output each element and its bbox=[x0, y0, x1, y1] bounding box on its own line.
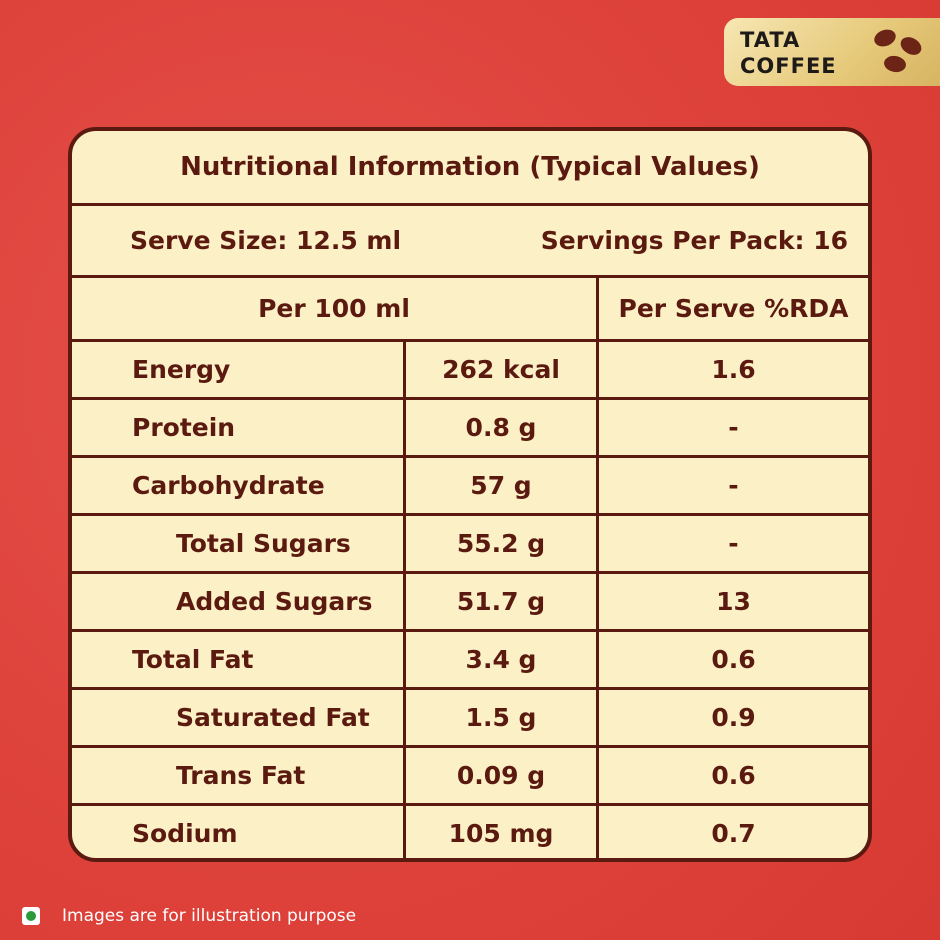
header-row: Per 100 ml Per Serve %RDA bbox=[72, 275, 868, 339]
rda: 0.6 bbox=[711, 645, 756, 674]
nutrient-row: Protein 0.8 g - bbox=[72, 397, 868, 455]
nutrient-name: Sodium bbox=[72, 806, 406, 858]
header-cell: Per 100 ml bbox=[72, 278, 599, 339]
per-100ml: 51.7 g bbox=[406, 574, 599, 629]
servings-per-pack: Servings Per Pack: 16 bbox=[540, 226, 848, 255]
rda: - bbox=[728, 529, 739, 558]
rda: 0.6 bbox=[711, 761, 756, 790]
coffee-bean bbox=[897, 33, 925, 59]
footer-note: Images are for illustration purpose bbox=[62, 906, 357, 926]
nutrient-row: Saturated Fat 1.5 g 0.9 bbox=[72, 687, 868, 745]
nutrient-name: Carbohydrate bbox=[72, 458, 406, 513]
rda: 0.7 bbox=[711, 819, 756, 848]
table-title: Nutritional Information (Typical Values) bbox=[180, 152, 760, 182]
per-100ml: 105 mg bbox=[406, 806, 599, 858]
per-100ml: 1.5 g bbox=[406, 690, 599, 745]
rda: - bbox=[728, 471, 739, 500]
logo-text: COFFEE bbox=[740, 54, 837, 78]
serve-row: Serve Size: 12.5 ml Servings Per Pack: 16 bbox=[72, 203, 868, 275]
per-100ml: 57 g bbox=[406, 458, 599, 513]
nutrient-row: Total Sugars 55.2 g - bbox=[72, 513, 868, 571]
logo: TATA COFFEE bbox=[724, 18, 940, 86]
nutrient-name: Trans Fat bbox=[72, 748, 406, 803]
coffee-bean bbox=[871, 26, 899, 50]
serve-size: Serve Size: 12.5 ml bbox=[130, 226, 402, 255]
nutrient-row: Energy 262 kcal 1.6 bbox=[72, 339, 868, 397]
per-100ml: 3.4 g bbox=[406, 632, 599, 687]
title-row: Nutritional Information (Typical Values) bbox=[72, 131, 868, 203]
nutrient-row: Trans Fat 0.09 g 0.6 bbox=[72, 745, 868, 803]
per-100ml: 262 kcal bbox=[406, 342, 599, 397]
nutrient-name: Total Sugars bbox=[72, 516, 406, 571]
per-100ml: 0.8 g bbox=[406, 400, 599, 455]
rda: - bbox=[728, 413, 739, 442]
rda: 1.6 bbox=[711, 355, 756, 384]
nutrition-table: Nutritional Information (Typical Values)… bbox=[68, 127, 872, 862]
coffee-bean bbox=[882, 54, 908, 74]
per-100ml: 55.2 g bbox=[406, 516, 599, 571]
rda: 0.9 bbox=[711, 703, 756, 732]
nutrient-name: Total Fat bbox=[72, 632, 406, 687]
logo-text: TATA bbox=[740, 28, 801, 52]
nutrient-name: Added Sugars bbox=[72, 574, 406, 629]
nutrient-row: Sodium 105 mg 0.7 bbox=[72, 803, 868, 858]
per-100ml: 0.09 g bbox=[406, 748, 599, 803]
nutrient-row: Total Fat 3.4 g 0.6 bbox=[72, 629, 868, 687]
rda: 13 bbox=[716, 587, 751, 616]
nutrient-name: Energy bbox=[72, 342, 406, 397]
nutrient-row: Added Sugars 51.7 g 13 bbox=[72, 571, 868, 629]
header-cell: Per Serve %RDA bbox=[618, 294, 849, 323]
veg-icon bbox=[22, 907, 40, 925]
nutrient-row: Carbohydrate 57 g - bbox=[72, 455, 868, 513]
nutrient-name: Saturated Fat bbox=[72, 690, 406, 745]
nutrient-name: Protein bbox=[72, 400, 406, 455]
